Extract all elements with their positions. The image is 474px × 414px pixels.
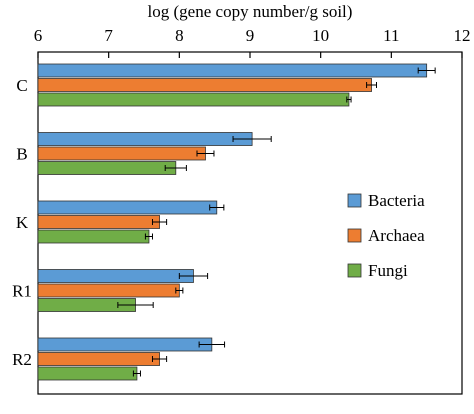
category-label: C	[16, 76, 27, 95]
legend: Bacteria Archaea Fungi	[347, 191, 425, 280]
x-tick-label: 6	[34, 26, 43, 45]
x-tick-label: 8	[175, 26, 184, 45]
legend-label: Bacteria	[368, 191, 425, 210]
bar-archaea-r1	[37, 283, 180, 298]
bar-bacteria-b	[37, 132, 253, 146]
bar-archaea-c	[37, 78, 372, 92]
x-tick-label: 7	[104, 26, 113, 45]
bar-bacteria-k	[37, 200, 218, 215]
bars-group	[37, 63, 436, 381]
category-label: R2	[12, 350, 32, 369]
x-tick-label: 9	[246, 26, 255, 45]
bar-fungi-k	[37, 229, 150, 244]
bar-archaea-b	[37, 146, 206, 161]
x-axis-ticks: 6 7 8 9 10 11 12	[34, 26, 471, 58]
category-labels: C B K R1 R2	[12, 76, 32, 369]
bar-fungi-b	[37, 161, 177, 175]
category-label: K	[16, 213, 29, 232]
legend-label: Fungi	[368, 261, 408, 280]
legend-swatch	[347, 228, 362, 243]
category-label: B	[16, 145, 27, 164]
bar-bacteria-r2	[37, 337, 213, 352]
bar-archaea-k	[37, 215, 160, 229]
legend-swatch	[347, 263, 362, 278]
bar-fungi-r2	[37, 366, 138, 381]
category-label: R1	[12, 282, 32, 301]
bar-bacteria-c	[37, 63, 428, 78]
x-tick-label: 10	[312, 26, 329, 45]
x-axis-label: log (gene copy number/g soil)	[148, 2, 353, 21]
legend-label: Archaea	[368, 226, 425, 245]
bar-archaea-r2	[37, 352, 160, 366]
legend-swatch	[347, 193, 362, 208]
x-tick-label: 12	[454, 26, 471, 45]
x-tick-label: 11	[383, 26, 399, 45]
bar-fungi-c	[37, 92, 350, 107]
bar-bacteria-r1	[37, 269, 194, 283]
